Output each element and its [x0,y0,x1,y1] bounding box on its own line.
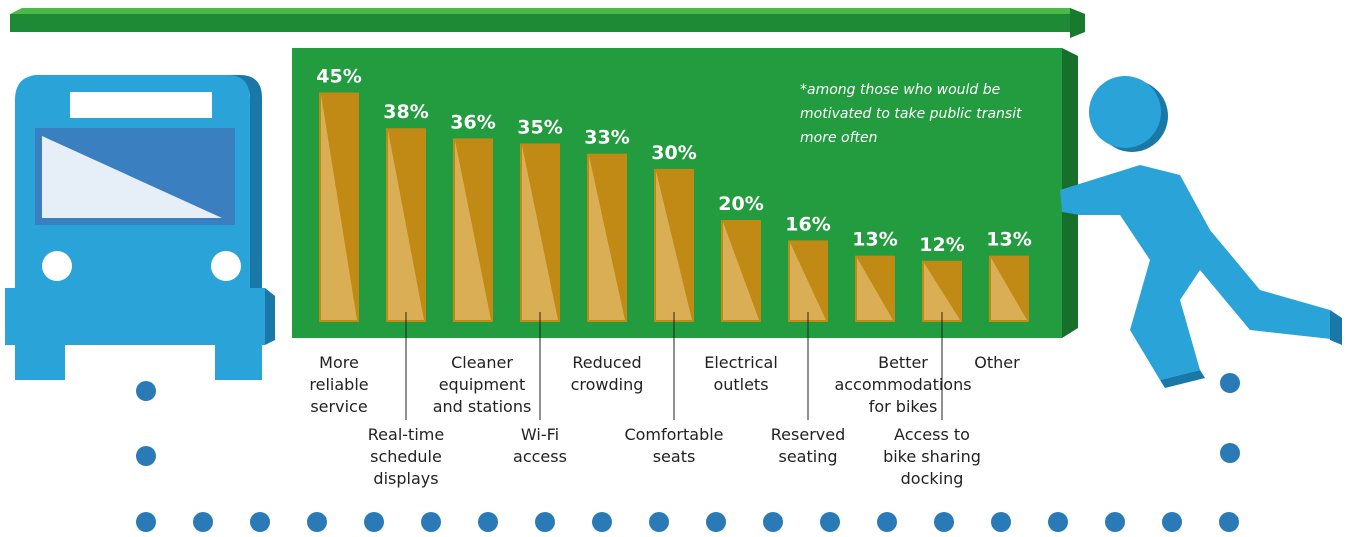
category-label: Comfortable [624,425,723,444]
value-label: 45% [316,66,361,88]
dot [706,512,726,532]
bar-shade [857,257,893,320]
value-label: 30% [651,142,696,164]
bar-shade [924,262,960,320]
dot [307,512,327,532]
bar-shade [723,222,759,320]
dot [478,512,498,532]
value-label: 35% [517,117,562,139]
category-label: Wi-Fi [521,425,559,444]
category-label: More [319,353,359,372]
category-label: Reserved [771,425,845,444]
bar-shade [522,145,558,320]
value-label: 36% [450,111,495,133]
category-label: seats [653,447,696,466]
category-label: Reduced [572,353,641,372]
bus [5,75,275,380]
category-label: Better [878,353,928,372]
bar-shade [656,171,692,320]
dot [991,512,1011,532]
category-label: reliable [309,375,368,394]
category-label: Cleaner [451,353,513,372]
category-label: displays [373,469,438,488]
runner [1060,76,1342,388]
bar-shade [455,140,491,320]
category-label: Other [974,353,1020,372]
note: *among those who would be motivated to t… [800,82,1022,146]
value-label: 13% [986,229,1031,251]
category-label: bike sharing [883,447,981,466]
dot [649,512,669,532]
category-label: and stations [433,397,532,416]
dot [820,512,840,532]
top-bar-side [1070,8,1085,38]
category-label: Electrical [704,353,778,372]
category-label: for bikes [869,397,938,416]
dot [193,512,213,532]
dot [250,512,270,532]
dot [1162,512,1182,532]
dot [535,512,555,532]
category-label: outlets [713,375,768,394]
top-bar [10,14,1085,32]
value-label: 12% [919,234,964,256]
value-label: 16% [785,213,830,235]
category-label: Real-time [368,425,444,444]
category-label: access [513,447,567,466]
bar-shade [321,94,357,320]
category-label: equipment [439,375,526,394]
dot [421,512,441,532]
category-label: Access to [894,425,970,444]
top-bar-face [10,8,1085,14]
category-label: schedule [370,447,442,466]
category-label: docking [901,469,964,488]
value-label: 20% [718,193,763,215]
bar-shade [388,130,424,320]
value-label: 13% [852,229,897,251]
value-label: 38% [383,101,428,123]
category-label: accommodations [834,375,971,394]
value-label: 33% [584,127,629,149]
dot [592,512,612,532]
dots [136,373,1240,532]
bar-shade [790,242,826,320]
dot [763,512,783,532]
dot [136,512,156,532]
dot [934,512,954,532]
category-label: seating [779,447,838,466]
category-label: service [310,397,367,416]
bar-shade [991,257,1027,320]
dot [1105,512,1125,532]
category-label: crowding [571,375,644,394]
dot [877,512,897,532]
dot [1048,512,1068,532]
dot [1219,512,1239,532]
dot [364,512,384,532]
bar-shade [589,155,625,320]
